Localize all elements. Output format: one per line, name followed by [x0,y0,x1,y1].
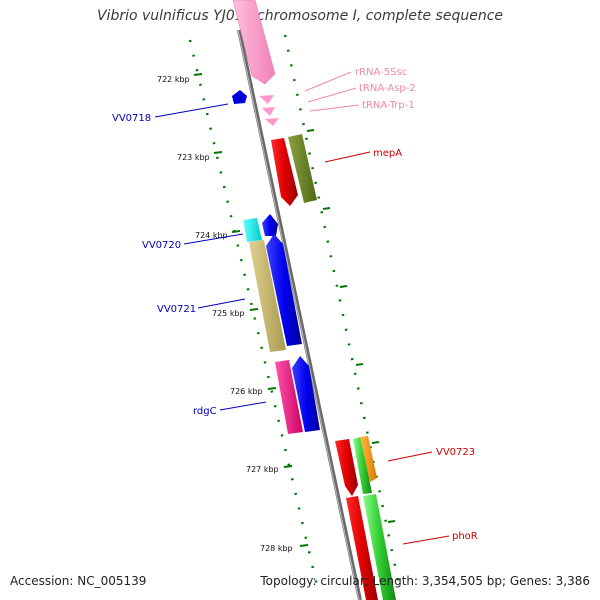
label-vv0723[interactable]: VV0723 [436,447,475,458]
gene-vv0722-red[interactable] [335,439,358,496]
gene-red-lower[interactable] [346,496,378,600]
outer-tick [387,520,396,523]
gene-mepa[interactable] [288,134,317,203]
gene-vv0721[interactable] [249,240,286,352]
leader-vv0721 [197,298,246,309]
tick-label-728: 728 kbp [260,544,293,553]
gene-trna-trp-1[interactable] [262,107,275,116]
gene-blue-lower[interactable] [292,356,320,432]
leader-rdgc [219,401,267,411]
outer-tick [322,207,331,210]
tick-728 [299,544,309,547]
tick-label-725: 725 kbp [212,309,245,318]
gene-blue-long[interactable] [266,234,302,346]
gene-trna-3[interactable] [265,118,279,126]
leader-vv0720 [183,233,244,245]
gene-vv0720[interactable] [243,218,262,242]
outer-tick [371,441,380,444]
map-title: Vibrio vulnificus YJ016 chromosome I, co… [96,8,504,24]
gene-rdgc[interactable] [275,360,303,434]
label-phor[interactable]: phoR [452,531,478,542]
label-rrna-5s[interactable]: rRNA-5Ssc [355,67,407,78]
tick-label-727: 727 kbp [246,465,279,474]
outer-tick [355,363,364,366]
leader-phor [402,535,450,545]
label-trna-asp-2[interactable]: tRNA-Asp-2 [359,83,416,94]
tick-label-724: 724 kbp [195,231,228,240]
tick-726 [267,387,277,390]
label-vv0718[interactable]: VV0718 [112,113,151,124]
chromosome-backbone [237,29,362,600]
label-rdgc[interactable]: rdgC [193,406,217,417]
leader-vv0723 [387,451,433,462]
gene-vv0718[interactable] [232,90,247,104]
leader-rrna-5s [304,71,352,92]
backbone-highlight [237,29,360,600]
label-trna-trp-1[interactable]: tRNA-Trp-1 [362,100,415,111]
leader-mepa [324,151,371,163]
label-vv0720[interactable]: VV0720 [142,240,181,251]
leader-trna-asp [307,87,357,103]
gene-rrna-5s[interactable] [232,0,276,85]
outer-tick [306,129,315,132]
outer-track [283,34,402,591]
tick-727 [283,465,293,468]
label-mepa[interactable]: mepA [373,148,402,159]
tick-label-723: 723 kbp [177,153,210,162]
gene-vv0723[interactable] [360,436,377,482]
gene-mepa-red[interactable] [271,138,298,206]
tick-label-726: 726 kbp [230,387,263,396]
gene-blue-small[interactable] [262,214,278,236]
tick-723 [213,151,223,154]
leader-vv0718 [154,103,229,118]
accession-text: Accession: NC_005139 [10,574,147,588]
gene-vv0723-green[interactable] [353,437,372,494]
tick-722 [193,73,203,76]
tick-725 [249,308,259,311]
genome-summary-text: Topology: circular; Length: 3,354,505 bp… [260,574,590,588]
outer-tick [339,285,348,288]
gene-phor[interactable] [363,494,396,600]
leader-trna-trp [309,104,360,112]
label-vv0721[interactable]: VV0721 [157,304,196,315]
tick-label-722: 722 kbp [157,75,190,84]
gene-trna-asp-2[interactable] [259,95,274,104]
tick-724 [231,230,241,233]
